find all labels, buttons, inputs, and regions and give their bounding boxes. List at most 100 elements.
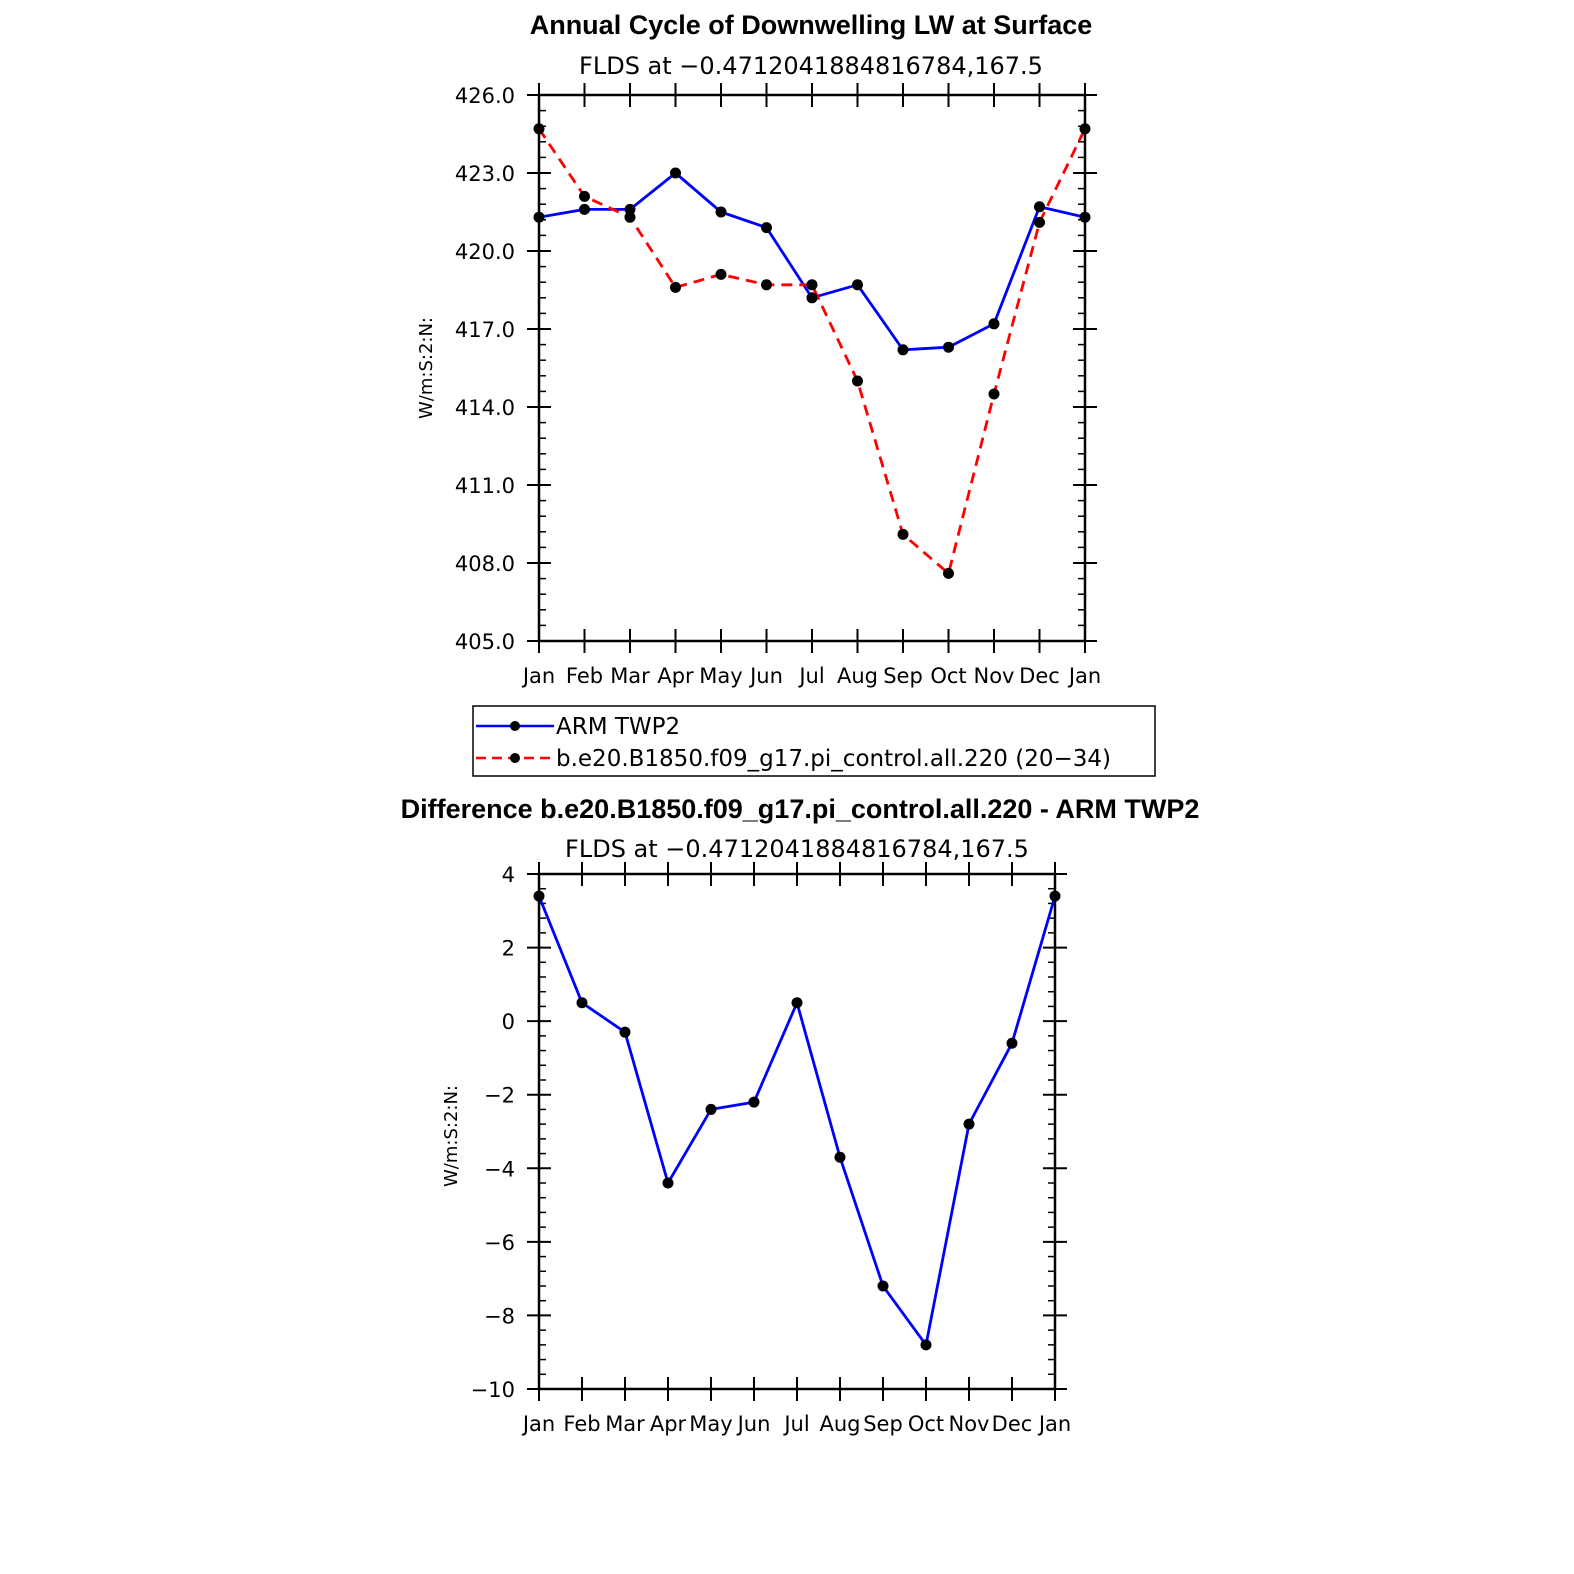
chart2-ytick-label: −6 — [484, 1231, 515, 1255]
chart2-xtick-label: Apr — [650, 1412, 687, 1436]
chart1-xtick-label: Jan — [1067, 664, 1101, 688]
chart1-series-0-point — [988, 318, 1000, 330]
chart1-ytick-label: 420.0 — [455, 240, 515, 264]
chart1-xtick-label: May — [699, 664, 742, 688]
chart1-subtitle: FLDS at −0.4712041884816784,167.5 — [579, 52, 1043, 80]
chart1-series-1-point — [897, 528, 909, 540]
chart1-series-1-point — [670, 281, 681, 293]
chart1-series-1-point — [806, 279, 818, 291]
chart2-frame — [537, 872, 1057, 1391]
chart2-xtick-label: Jul — [782, 1412, 809, 1436]
chart1-xtick-label: Mar — [610, 664, 650, 688]
chart1-series-1-point — [624, 211, 636, 223]
chart1-xtick-label: Sep — [883, 664, 923, 688]
chart1-axes: 405.0 408.0 411.0 414.0 417.0 420.0 423.0 426.0… — [455, 83, 1101, 688]
chart1-series-0-point — [943, 341, 954, 353]
chart2-series-0-point — [662, 1177, 674, 1189]
chart1-frame — [537, 93, 1087, 643]
chart1-series-0-point — [1034, 201, 1045, 213]
legend: ARM TWP2 b.e20.B1850.f09_g17.pi_control.… — [472, 705, 1156, 777]
chart1-series-0-point — [806, 292, 818, 304]
chart2-ytick-label: 4 — [502, 863, 515, 887]
chart1-series-0-point — [761, 222, 772, 234]
chart1-series-0-line — [538, 171, 1086, 352]
chart1-series-1-point — [533, 123, 545, 135]
chart2-series-0-point — [705, 1103, 717, 1115]
chart1-xtick-label: Nov — [974, 664, 1015, 688]
chart1-ytick-label: 405.0 — [455, 630, 515, 654]
chart1-ytick-label: 426.0 — [455, 84, 515, 108]
chart1-series-1-point — [852, 375, 863, 387]
chart1-xtick-label: Oct — [930, 664, 966, 688]
chart1-ytick-label: 423.0 — [455, 162, 515, 186]
chart1-series-0-point — [579, 203, 590, 215]
chart2-xtick-label: Jan — [1037, 1412, 1071, 1436]
legend-arm-label: ARM TWP2 — [556, 714, 680, 740]
chart1-series-0-point — [897, 344, 909, 356]
chart1-series-group — [533, 123, 1091, 579]
chart1-series-0-point — [670, 167, 681, 179]
chart2-xtick-label: Jun — [736, 1412, 771, 1436]
chart2-series-0-point — [920, 1339, 932, 1351]
chart2-axes: −10 −8 −6 −4 −2 0 2 4 Jan Feb Mar Apr May Jun Jul Aug Se… — [471, 862, 1071, 1436]
chart2-series-0-point — [834, 1151, 846, 1163]
chart2-ytick-label: 0 — [502, 1010, 515, 1034]
chart2-series-0-point — [748, 1096, 760, 1108]
chart2-ytick-label: −2 — [484, 1084, 515, 1108]
chart2-ytick-label: −8 — [484, 1304, 515, 1328]
chart1-series-1-point — [1034, 216, 1045, 228]
chart1-series-1-point — [943, 567, 954, 579]
chart1-series-1-point — [761, 279, 772, 291]
chart2-xtick-label: Feb — [563, 1412, 600, 1436]
annual-cycle-chart: Annual Cycle of Downwelling LW at Surfac… — [416, 10, 1101, 688]
chart2-xtick-label: Aug — [819, 1412, 860, 1436]
chart1-series-0-point — [852, 279, 863, 291]
chart2-ytick-label: −10 — [471, 1378, 515, 1402]
chart1-xtick-label: Dec — [1019, 664, 1060, 688]
chart1-ytick-label: 411.0 — [455, 474, 515, 498]
chart1-xtick-label: Jun — [748, 664, 783, 688]
chart2-series-0-point — [1049, 890, 1061, 902]
chart1-ylabel: W/m:S:2:N: — [416, 317, 437, 419]
chart1-series-1-point — [579, 190, 590, 202]
chart1-xtick-label: Jan — [521, 664, 555, 688]
chart2-subtitle: FLDS at −0.4712041884816784,167.5 — [565, 835, 1029, 863]
chart2-series-0-point — [533, 890, 545, 902]
legend-box — [472, 705, 1156, 777]
chart1-series-1-point — [1079, 123, 1091, 135]
chart2-series-0-point — [877, 1280, 889, 1292]
chart2-series-0-point — [791, 997, 803, 1009]
chart2-series-0-point — [576, 997, 588, 1009]
difference-chart: Difference b.e20.B1850.f09_g17.pi_contro… — [401, 794, 1200, 1436]
chart1-series-0-point — [533, 211, 545, 223]
chart1-series-1-line — [537, 128, 1087, 575]
legend-arm-marker — [510, 721, 520, 731]
chart1-xtick-label: Feb — [566, 664, 603, 688]
chart2-title: Difference b.e20.B1850.f09_g17.pi_contro… — [401, 794, 1200, 824]
chart2-ylabel: W/m:S:2:N: — [441, 1085, 462, 1187]
chart1-ytick-label: 408.0 — [455, 552, 515, 576]
chart1-xtick-label: Apr — [657, 664, 694, 688]
chart1-series-1-point — [715, 268, 727, 280]
chart2-series-0-point — [963, 1118, 975, 1130]
chart2-series-0-line — [537, 895, 1057, 1347]
chart1-series-0-point — [1079, 211, 1091, 223]
chart1-series-1-point — [988, 388, 1000, 400]
chart2-xtick-label: Nov — [949, 1412, 990, 1436]
chart2-xtick-label: May — [689, 1412, 732, 1436]
chart2-xtick-label: Sep — [863, 1412, 903, 1436]
chart2-xtick-label: Mar — [605, 1412, 645, 1436]
chart1-ytick-label: 414.0 — [455, 396, 515, 420]
chart1-xtick-label: Jul — [797, 664, 824, 688]
legend-model-marker — [510, 753, 520, 763]
chart2-ytick-label: 2 — [502, 937, 515, 961]
chart2-series-group — [533, 890, 1061, 1351]
chart2-xtick-label: Oct — [908, 1412, 944, 1436]
chart1-series-0-point — [624, 203, 636, 215]
chart2-xtick-label: Jan — [521, 1412, 555, 1436]
chart2-series-0-point — [1006, 1037, 1018, 1049]
chart1-title: Annual Cycle of Downwelling LW at Surfac… — [530, 10, 1093, 40]
chart1-xtick-label: Aug — [837, 664, 878, 688]
chart1-series-0-point — [715, 206, 727, 218]
